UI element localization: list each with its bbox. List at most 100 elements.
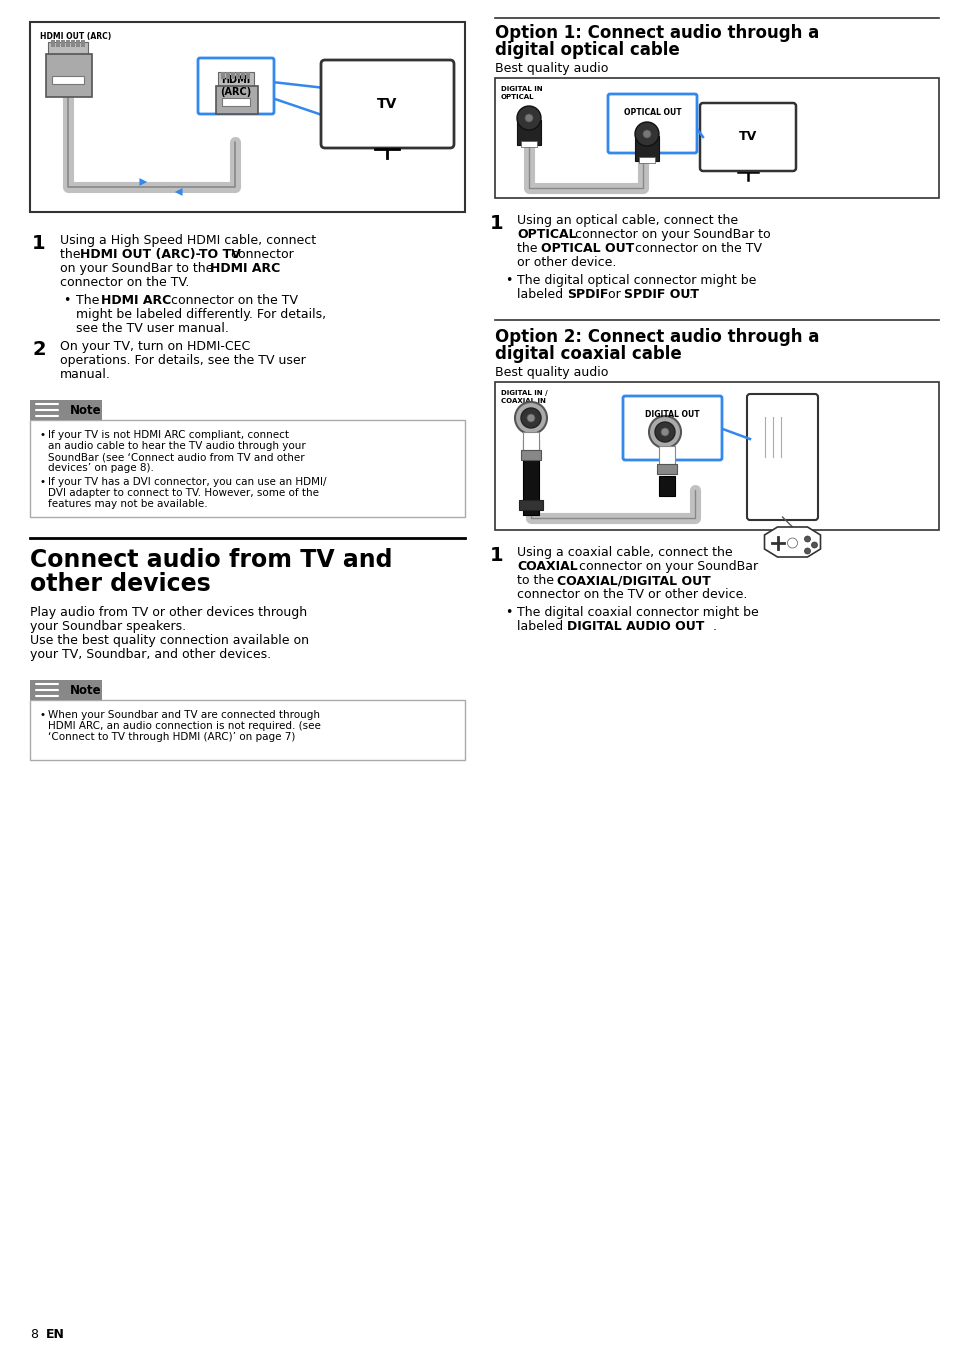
Text: COAXIAL IN: COAXIAL IN: [500, 398, 545, 404]
FancyBboxPatch shape: [607, 95, 697, 153]
Bar: [30, 400, 102, 420]
Text: connector on your SoundBar: connector on your SoundBar: [575, 560, 758, 572]
Bar: [30, 420, 464, 517]
Text: your Soundbar speakers.: your Soundbar speakers.: [30, 620, 186, 633]
Text: labeled: labeled: [517, 288, 566, 301]
Text: The: The: [76, 294, 103, 306]
Circle shape: [642, 130, 650, 138]
Text: DIGITAL IN: DIGITAL IN: [500, 86, 542, 92]
Text: 2: 2: [32, 340, 46, 359]
Bar: [66, 40, 70, 47]
Circle shape: [517, 107, 540, 130]
Text: Note: Note: [70, 683, 102, 697]
Text: SPDIF OUT: SPDIF OUT: [623, 288, 699, 301]
Text: The digital coaxial connector might be: The digital coaxial connector might be: [517, 606, 758, 620]
FancyBboxPatch shape: [746, 394, 817, 520]
Text: your TV, Soundbar, and other devices.: your TV, Soundbar, and other devices.: [30, 648, 271, 662]
Text: COAXIAL: COAXIAL: [517, 560, 578, 572]
Bar: [520, 450, 540, 460]
Text: Note: Note: [70, 404, 102, 417]
Bar: [518, 500, 542, 510]
Text: the: the: [517, 242, 541, 255]
FancyBboxPatch shape: [198, 58, 274, 113]
Text: The digital optical connector might be: The digital optical connector might be: [517, 274, 756, 288]
Text: •: •: [40, 431, 46, 440]
Text: other devices: other devices: [30, 572, 211, 595]
Circle shape: [803, 548, 810, 554]
Text: to the: to the: [517, 574, 558, 587]
Text: .: .: [688, 288, 692, 301]
Text: HDMI OUT (ARC)-TO TV: HDMI OUT (ARC)-TO TV: [80, 248, 240, 261]
Text: DVI adapter to connect to TV. However, some of the: DVI adapter to connect to TV. However, s…: [48, 487, 318, 498]
Bar: [30, 22, 464, 212]
Bar: [659, 477, 675, 495]
Text: HDMI
(ARC): HDMI (ARC): [220, 74, 252, 97]
Text: •: •: [63, 294, 71, 306]
Text: connector on the TV: connector on the TV: [630, 242, 761, 255]
Text: TV: TV: [377, 97, 397, 111]
Text: connector on the TV: connector on the TV: [167, 294, 297, 306]
Text: manual.: manual.: [60, 369, 111, 381]
Text: Using a coaxial cable, connect the: Using a coaxial cable, connect the: [517, 545, 732, 559]
Bar: [231, 72, 234, 80]
Text: HDMI ARC: HDMI ARC: [101, 294, 172, 306]
Bar: [495, 78, 938, 198]
Text: HDMI ARC, an audio connection is not required. (see: HDMI ARC, an audio connection is not req…: [48, 721, 320, 730]
Bar: [46, 54, 91, 97]
Text: 1: 1: [490, 545, 503, 566]
Bar: [226, 72, 230, 80]
Text: Using a High Speed HDMI cable, connect: Using a High Speed HDMI cable, connect: [60, 234, 315, 247]
Circle shape: [524, 113, 533, 122]
Polygon shape: [763, 526, 820, 558]
Text: Play audio from TV or other devices through: Play audio from TV or other devices thro…: [30, 606, 307, 620]
Circle shape: [635, 122, 659, 146]
Circle shape: [655, 423, 675, 441]
Text: or other device.: or other device.: [517, 256, 616, 269]
Text: connector on the TV.: connector on the TV.: [60, 275, 190, 289]
Bar: [215, 86, 257, 113]
Bar: [81, 40, 85, 47]
Text: ‘Connect to TV through HDMI (ARC)’ on page 7): ‘Connect to TV through HDMI (ARC)’ on pa…: [48, 732, 295, 742]
Text: On your TV, turn on HDMI-CEC: On your TV, turn on HDMI-CEC: [60, 340, 250, 352]
Bar: [639, 157, 655, 163]
FancyBboxPatch shape: [320, 59, 454, 148]
Circle shape: [811, 541, 817, 548]
Text: TV: TV: [739, 131, 757, 143]
Text: •: •: [40, 710, 46, 720]
FancyBboxPatch shape: [622, 396, 721, 460]
Text: DIGITAL AUDIO OUT: DIGITAL AUDIO OUT: [566, 620, 703, 633]
Text: DIGITAL IN /: DIGITAL IN /: [500, 390, 547, 396]
Bar: [30, 680, 102, 701]
Text: or: or: [603, 288, 624, 301]
Circle shape: [660, 428, 668, 436]
Circle shape: [803, 536, 810, 541]
Text: •: •: [504, 274, 512, 288]
Circle shape: [515, 402, 546, 433]
Text: .: .: [712, 620, 717, 633]
Bar: [71, 40, 75, 47]
Bar: [218, 72, 253, 86]
Text: might be labeled differently. For details,: might be labeled differently. For detail…: [76, 308, 326, 321]
Bar: [52, 76, 84, 84]
Text: 1: 1: [32, 234, 46, 252]
Text: SPDIF: SPDIF: [566, 288, 608, 301]
Text: features may not be available.: features may not be available.: [48, 500, 208, 509]
Text: connector on the TV or other device.: connector on the TV or other device.: [517, 589, 746, 601]
Circle shape: [520, 408, 540, 428]
Text: the: the: [60, 248, 85, 261]
Text: devices’ on page 8).: devices’ on page 8).: [48, 463, 153, 472]
Text: 8: 8: [30, 1328, 38, 1341]
Text: •: •: [504, 606, 512, 620]
Bar: [635, 136, 659, 161]
Text: SoundBar (see ‘Connect audio from TV and other: SoundBar (see ‘Connect audio from TV and…: [48, 452, 304, 462]
Bar: [495, 382, 938, 531]
Text: Best quality audio: Best quality audio: [495, 62, 608, 76]
Text: on your SoundBar to the: on your SoundBar to the: [60, 262, 217, 275]
Bar: [517, 120, 540, 144]
Text: see the TV user manual.: see the TV user manual.: [76, 323, 229, 335]
Bar: [522, 440, 538, 514]
Text: •: •: [40, 477, 46, 487]
Bar: [56, 40, 60, 47]
Circle shape: [526, 414, 535, 423]
Text: connector on your SoundBar to: connector on your SoundBar to: [571, 228, 770, 242]
